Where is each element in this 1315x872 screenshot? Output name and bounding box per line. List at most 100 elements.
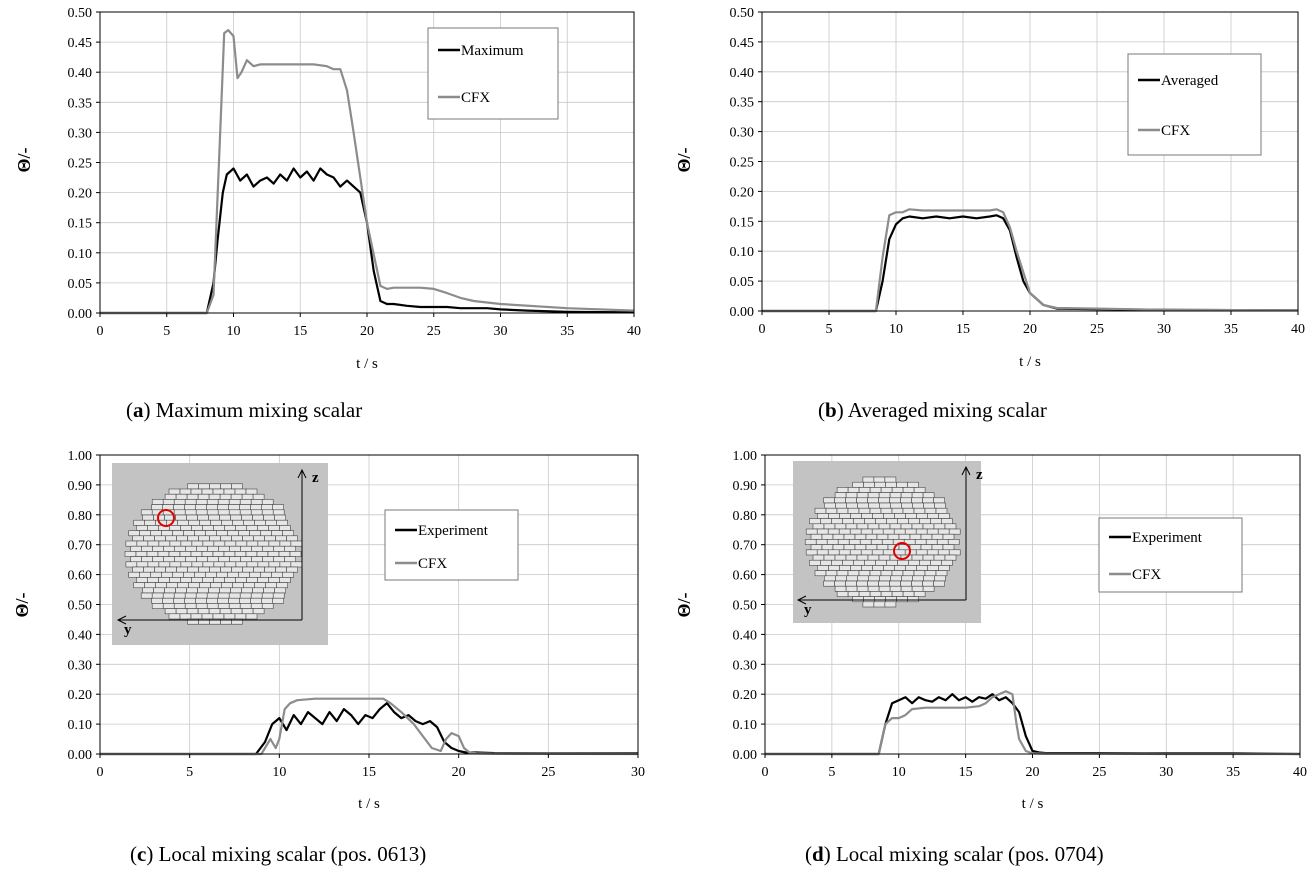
inset-brick: [179, 551, 192, 557]
inset-brick: [229, 545, 241, 552]
inset-brick: [186, 587, 198, 594]
inset-brick: [937, 528, 950, 535]
inset-brick: [872, 513, 884, 519]
inset-brick: [173, 504, 185, 511]
inset-brick: [209, 483, 221, 490]
inset-brick: [219, 608, 232, 615]
inset-brick: [206, 592, 219, 599]
inset-brick: [195, 592, 208, 599]
inset-brick: [878, 580, 890, 587]
inset-brick: [834, 554, 847, 561]
inset-brick: [845, 497, 857, 504]
inset-brick: [228, 597, 240, 604]
x-tick-label: 15: [293, 324, 307, 339]
inset-brick: [246, 525, 258, 531]
inset-brick: [191, 525, 203, 531]
inset-brick: [213, 577, 225, 583]
x-tick-label: 5: [826, 322, 833, 337]
inset-brick: [180, 577, 192, 583]
y-tick-label: 0.50: [68, 6, 93, 21]
inset-brick: [913, 487, 926, 493]
inset-brick: [164, 493, 177, 500]
inset-brick: [230, 587, 242, 594]
y-tick-label: 0.00: [730, 305, 755, 320]
inset-brick: [169, 525, 181, 531]
inset-brick: [274, 514, 286, 521]
inset-brick: [217, 603, 230, 609]
inset-brick: [198, 483, 210, 490]
inset-brick: [136, 525, 148, 531]
inset-brick: [183, 571, 195, 578]
y-tick-label: 0.90: [68, 479, 93, 494]
inset-brick: [152, 556, 164, 563]
inset-brick: [823, 523, 836, 530]
inset-brick: [828, 513, 840, 519]
inset-brick: [832, 533, 845, 540]
inset-brick: [136, 577, 148, 583]
inset-brick: [914, 539, 927, 545]
inset-brick: [232, 582, 244, 589]
inset-brick: [933, 554, 946, 561]
inset-brick: [190, 488, 203, 495]
inset-brick: [162, 504, 174, 511]
inset-z-arrow: [297, 468, 307, 479]
y-tick-label: 0.00: [733, 748, 758, 763]
inset-brick: [158, 540, 171, 547]
legend: Maximum CFX: [427, 27, 559, 120]
inset-brick: [162, 592, 175, 599]
inset-brick: [909, 544, 922, 551]
inset-brick: [254, 582, 266, 589]
inset-brick: [901, 575, 913, 582]
inset-brick: [202, 525, 214, 531]
inset-brick: [183, 530, 195, 537]
inset-brick: [195, 509, 208, 516]
inset-brick: [286, 535, 298, 542]
inset-brick: [261, 509, 274, 516]
inset-brick: [843, 533, 856, 540]
inset-brick: [210, 519, 222, 526]
inset-brick: [821, 544, 834, 551]
inset-brick: [141, 545, 153, 552]
inset-brick: [915, 528, 928, 535]
inset-brick: [852, 481, 864, 488]
inset-brick: [864, 518, 876, 525]
inset-brick: [136, 561, 149, 568]
inset-brick: [897, 559, 909, 566]
inset-brick: [916, 513, 928, 519]
inset-brick: [231, 618, 243, 625]
inset-brick: [913, 507, 926, 514]
inset-brick: [139, 530, 151, 537]
inset-brick: [202, 561, 215, 568]
inset-brick: [858, 487, 871, 493]
inset-brick: [856, 554, 869, 561]
inset-brick: [208, 608, 221, 615]
y-axis-label: Θ/-: [12, 592, 32, 617]
y-tick-label: 1.00: [733, 449, 758, 464]
inset-brick: [930, 559, 942, 566]
x-tick-label: 20: [452, 765, 466, 780]
inset-brick: [201, 551, 214, 557]
inset-brick: [911, 554, 924, 561]
inset-brick: [905, 513, 917, 519]
inset-brick: [216, 571, 228, 578]
inset-brick: [163, 556, 175, 563]
inset-brick: [227, 571, 239, 578]
inset-brick: [133, 519, 145, 526]
inset-brick: [805, 528, 818, 535]
inset-brick: [243, 519, 255, 526]
inset-brick: [850, 565, 862, 571]
inset-brick: [835, 575, 847, 582]
y-tick-label: 0.80: [68, 509, 93, 524]
inset-brick: [835, 502, 847, 509]
inset-brick: [218, 556, 230, 563]
inset-brick: [821, 533, 834, 540]
inset-brick: [245, 488, 258, 495]
y-tick-label: 0.15: [730, 215, 755, 230]
inset-brick: [854, 544, 867, 551]
inset-brick: [199, 519, 211, 526]
inset-brick: [151, 499, 164, 505]
inset-brick: [878, 585, 891, 592]
x-tick-label: 40: [1293, 765, 1307, 780]
inset-brick: [823, 580, 835, 587]
legend: Experiment CFX: [384, 509, 519, 581]
